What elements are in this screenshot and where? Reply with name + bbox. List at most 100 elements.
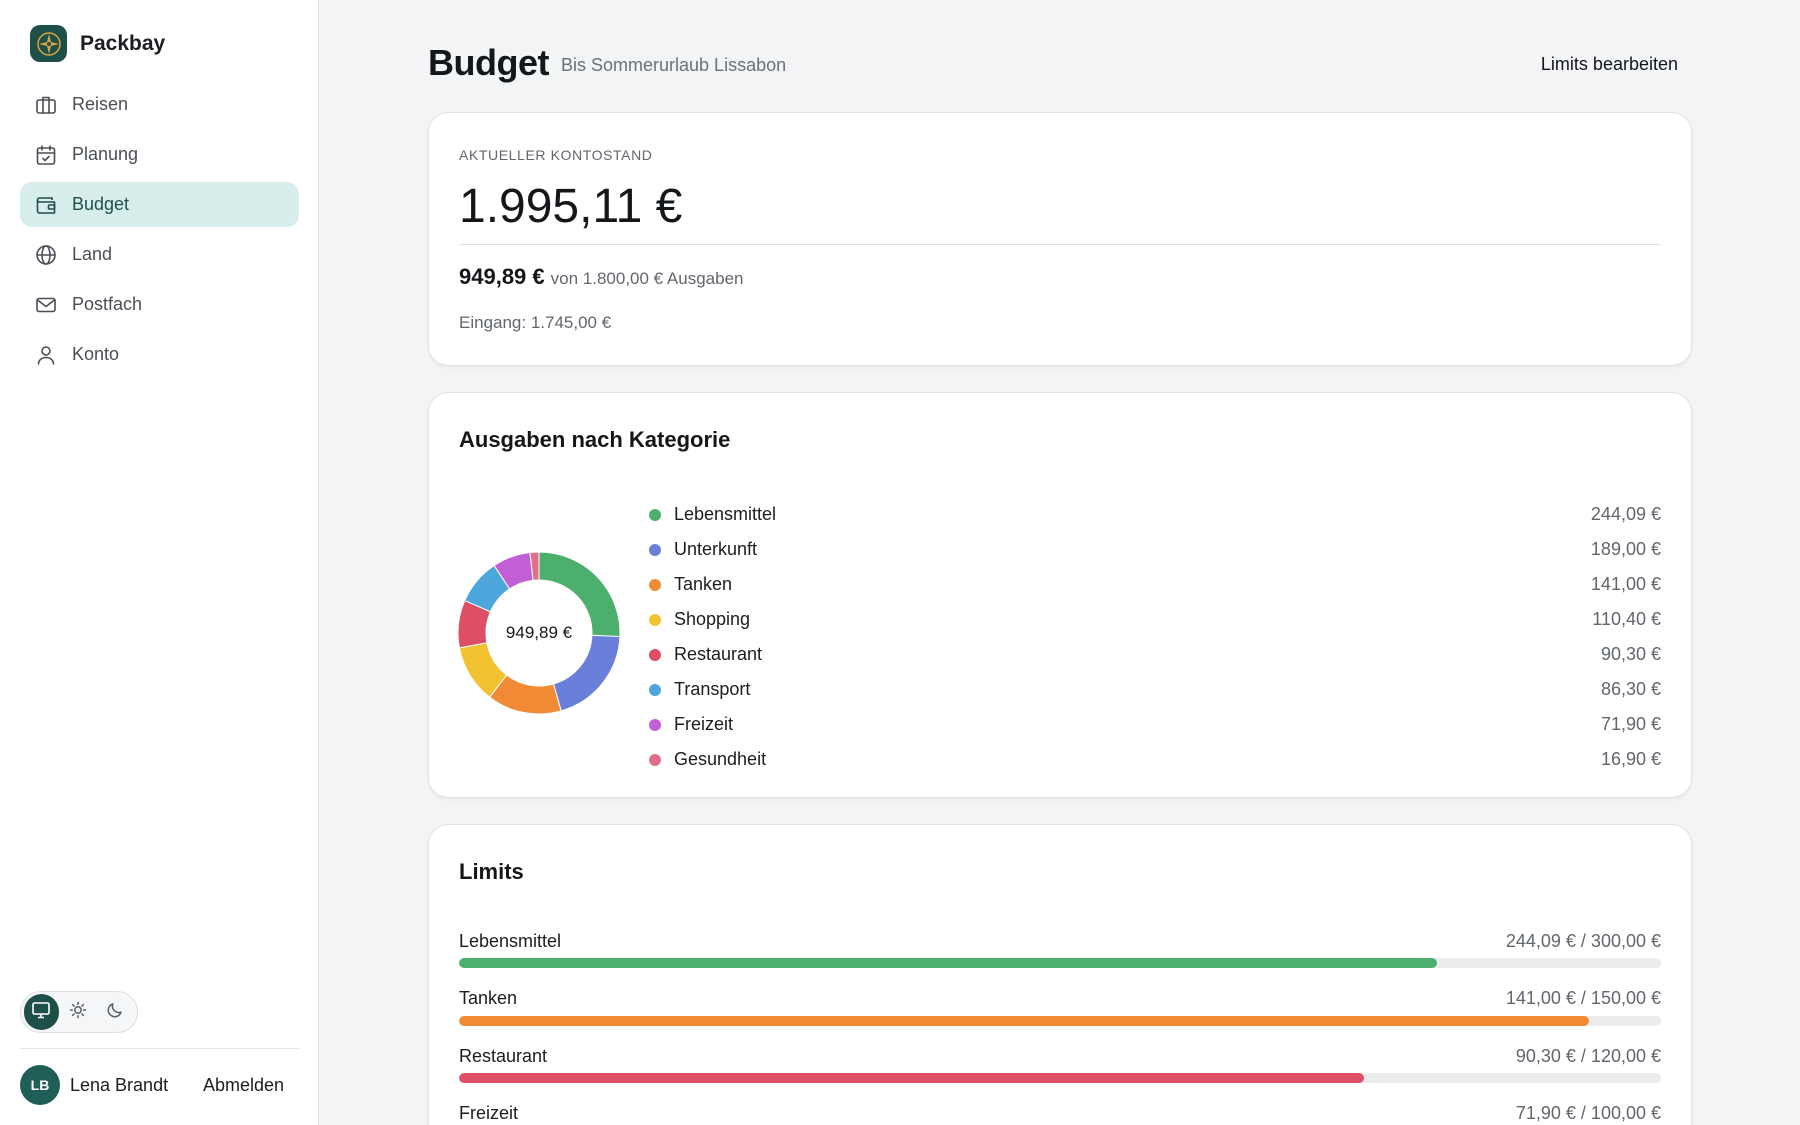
legend-color-dot xyxy=(649,753,661,766)
limit-values: 71,90 € / 100,00 € xyxy=(1515,1103,1661,1123)
balance-divider xyxy=(459,244,1661,245)
limit-progress-track xyxy=(459,958,1661,968)
logout-button[interactable]: Abmelden xyxy=(202,1074,284,1095)
sidebar-item-label: Budget xyxy=(72,194,130,214)
sun-icon xyxy=(69,1001,87,1024)
limit-progress-track xyxy=(459,1015,1661,1026)
suitcase-icon xyxy=(35,94,57,116)
sidebar-item-label: Postfach xyxy=(72,294,143,314)
legend-category-value: 244,09 € xyxy=(1590,504,1661,524)
globe-icon xyxy=(35,244,57,266)
wallet-icon xyxy=(35,194,57,216)
user-icon xyxy=(35,344,57,366)
legend-category-name: Freizeit xyxy=(674,714,734,734)
page-header: Budget Bis Sommerurlaub Lissabon Limits … xyxy=(428,42,1692,88)
moon-icon xyxy=(106,1001,124,1024)
category-donut-chart: 949,89 € xyxy=(457,551,621,715)
legend-category-name: Lebensmittel xyxy=(674,504,777,524)
legend-category-value: 71,90 € xyxy=(1600,714,1661,734)
legend-item: Lebensmittel 244,09 € xyxy=(649,497,1661,532)
balance-value: 1.995,11 € xyxy=(459,180,683,233)
user-panel: LB Lena Brandt Abmelden xyxy=(20,1065,299,1105)
theme-dark-button[interactable] xyxy=(97,994,132,1030)
limit-values: 141,00 € / 150,00 € xyxy=(1505,988,1661,1008)
limit-row: Restaurant 90,30 € / 120,00 € xyxy=(459,1044,1661,1102)
spent-amount: 949,89 € xyxy=(459,264,545,289)
mail-icon xyxy=(35,294,57,316)
limit-row: Freizeit 71,90 € / 100,00 € xyxy=(459,1102,1661,1125)
legend-item: Restaurant 90,30 € xyxy=(649,637,1661,672)
user-name: Lena Brandt xyxy=(70,1074,169,1095)
limit-header: Lebensmittel 244,09 € / 300,00 € xyxy=(459,929,1661,953)
limit-header: Freizeit 71,90 € / 100,00 € xyxy=(459,1102,1661,1125)
legend-color-dot xyxy=(649,648,661,661)
sidebar-item-label: Konto xyxy=(72,344,120,364)
income-summary: Eingang: 1.745,00 € xyxy=(459,313,612,332)
category-card-title: Ausgaben nach Kategorie xyxy=(459,427,731,452)
limit-category-name: Restaurant xyxy=(459,1045,548,1066)
limit-progress-track xyxy=(459,1073,1661,1083)
theme-light-button[interactable] xyxy=(61,994,96,1030)
limit-values: 244,09 € / 300,00 € xyxy=(1505,930,1661,951)
avatar[interactable]: LB xyxy=(20,1065,60,1105)
limit-progress-fill xyxy=(459,1073,1364,1083)
monitor-icon xyxy=(31,1000,51,1025)
sidebar-item-label: Planung xyxy=(72,144,139,164)
donut-slice[interactable] xyxy=(529,551,540,581)
compass-logo-icon xyxy=(30,25,67,62)
brand-name: Packbay xyxy=(80,31,166,55)
limit-header: Tanken 141,00 € / 150,00 € xyxy=(459,987,1661,1011)
sidebar-item-label: Land xyxy=(72,244,113,264)
legend-category-value: 189,00 € xyxy=(1590,539,1661,559)
spent-summary: 949,89 € von 1.800,00 € Ausgaben xyxy=(459,264,743,290)
sidebar: Packbay Reisen Planung xyxy=(0,0,319,1125)
legend-category-value: 90,30 € xyxy=(1600,644,1661,664)
legend-category-name: Transport xyxy=(674,679,751,699)
legend-color-dot xyxy=(649,683,661,696)
limit-progress-fill xyxy=(459,1015,1589,1026)
calendar-icon xyxy=(35,144,57,166)
legend-item: Tanken 141,00 € xyxy=(649,567,1661,602)
legend-color-dot xyxy=(649,613,661,626)
donut-svg xyxy=(457,551,621,715)
sidebar-item-land[interactable]: Land xyxy=(20,232,299,277)
edit-limits-button[interactable]: Limits bearbeiten xyxy=(1540,54,1678,74)
legend-category-value: 141,00 € xyxy=(1590,574,1661,594)
sidebar-item-konto[interactable]: Konto xyxy=(20,332,299,377)
limits-card: Limits Lebensmittel 244,09 € / 300,00 € Ta… xyxy=(428,824,1692,1125)
legend-category-name: Tanken xyxy=(674,574,733,594)
brand[interactable]: Packbay xyxy=(30,25,165,62)
balance-card: AKTUELLER KONTOSTAND 1.995,11 € 949,89 €… xyxy=(428,112,1692,366)
sidebar-nav: Reisen Planung Budget L xyxy=(20,82,299,382)
category-legend: Lebensmittel 244,09 € Unterkunft 189,00 € Ta… xyxy=(649,497,1661,777)
theme-system-button[interactable] xyxy=(24,994,59,1030)
sidebar-item-label: Reisen xyxy=(72,94,129,114)
limits-card-title: Limits xyxy=(459,859,524,884)
sidebar-item-budget[interactable]: Budget xyxy=(20,182,299,227)
sidebar-item-planung[interactable]: Planung xyxy=(20,132,299,177)
legend-category-name: Unterkunft xyxy=(674,539,758,559)
sidebar-item-postfach[interactable]: Postfach xyxy=(20,282,299,327)
page-title: Budget xyxy=(428,42,549,83)
limit-values: 90,30 € / 120,00 € xyxy=(1515,1045,1661,1066)
sidebar-divider xyxy=(20,1048,299,1049)
legend-category-name: Shopping xyxy=(674,609,751,629)
legend-category-value: 110,40 € xyxy=(1592,609,1661,629)
legend-color-dot xyxy=(649,543,661,556)
category-card: Ausgaben nach Kategorie 949,89 € Lebensm… xyxy=(428,392,1692,798)
sidebar-item-reisen[interactable]: Reisen xyxy=(20,82,299,127)
theme-toggle xyxy=(20,991,138,1033)
legend-category-name: Restaurant xyxy=(674,644,763,664)
limit-progress-fill xyxy=(459,958,1437,968)
page-subtitle: Bis Sommerurlaub Lissabon xyxy=(561,55,787,75)
legend-item: Shopping 110,40 € xyxy=(649,602,1661,637)
spent-of-total: von 1.800,00 € Ausgaben xyxy=(550,269,744,288)
donut-center-label: 949,89 € xyxy=(505,623,573,642)
legend-item: Unterkunft 189,00 € xyxy=(649,532,1661,567)
legend-item: Transport 86,30 € xyxy=(649,672,1661,707)
limit-category-name: Tanken xyxy=(459,988,518,1008)
balance-label: AKTUELLER KONTOSTAND xyxy=(459,147,653,163)
limit-category-name: Lebensmittel xyxy=(459,930,562,951)
limits-list: Lebensmittel 244,09 € / 300,00 € Tanken 141… xyxy=(459,929,1661,1125)
limit-row: Tanken 141,00 € / 150,00 € xyxy=(459,987,1661,1045)
